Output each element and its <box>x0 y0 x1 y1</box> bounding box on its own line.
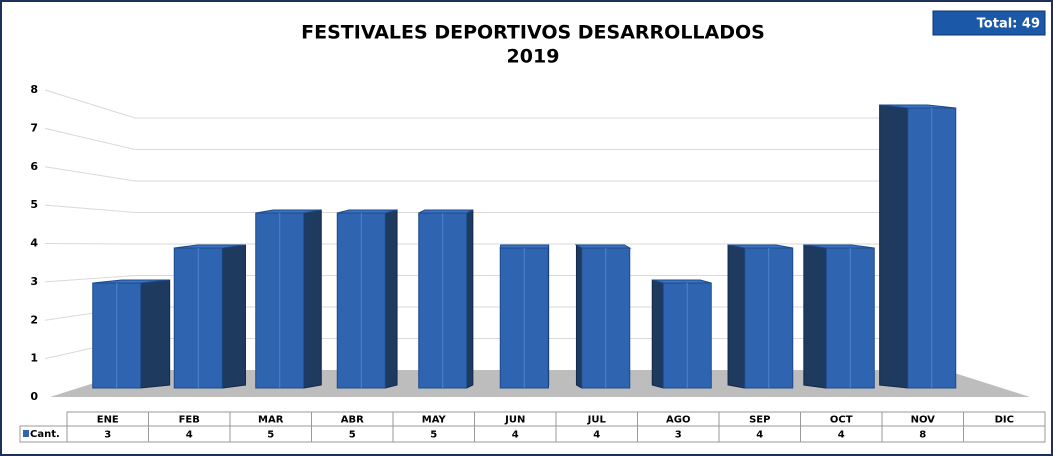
bar <box>803 244 875 389</box>
legend-swatch <box>23 430 29 437</box>
table-value: 8 <box>919 430 926 441</box>
bar <box>92 279 171 389</box>
grid-line <box>44 166 945 182</box>
y-tick-label: 1 <box>30 352 38 365</box>
bar <box>499 244 550 389</box>
x-tick-label: DIC <box>995 415 1014 426</box>
bar-side <box>221 244 246 389</box>
y-tick-label: 5 <box>30 198 38 211</box>
y-tick-label: 7 <box>30 121 38 134</box>
x-tick-label: FEB <box>179 415 200 426</box>
bar <box>879 104 957 389</box>
x-tick-label: JUL <box>587 415 607 426</box>
bar-side <box>727 244 746 389</box>
y-tick-label: 8 <box>30 83 38 96</box>
bar-side <box>384 209 398 389</box>
bar-side <box>651 279 664 389</box>
table-value: 4 <box>593 430 600 441</box>
x-tick-label: NOV <box>911 415 936 426</box>
bar-side <box>803 244 827 389</box>
x-tick-label: JUN <box>504 415 525 426</box>
total-badge <box>932 10 1046 36</box>
chart-title: FESTIVALES DEPORTIVOS DESARROLLADOS <box>301 22 765 44</box>
bar-side <box>303 209 322 389</box>
y-tick-label: 2 <box>30 313 38 326</box>
y-tick-label: 4 <box>30 237 38 250</box>
legend-label: Cant. <box>30 429 60 440</box>
table-value: 4 <box>838 430 845 441</box>
grid-line <box>44 204 945 213</box>
grid-line <box>44 243 945 245</box>
bar-side <box>575 244 583 389</box>
x-tick-label: MAY <box>422 415 447 426</box>
bar <box>574 244 632 389</box>
table-value: 3 <box>675 430 682 441</box>
x-tick-label: ABR <box>341 415 364 426</box>
bar <box>418 209 474 389</box>
table-value: 4 <box>512 430 519 441</box>
bar-side <box>879 104 909 389</box>
table-value: 4 <box>756 430 763 441</box>
y-tick-label: 6 <box>30 160 38 173</box>
table-value: 5 <box>349 430 356 441</box>
grid-line <box>44 89 945 119</box>
bar-side <box>466 209 474 389</box>
x-tick-label: AGO <box>666 415 690 426</box>
x-tick-label: MAR <box>258 415 284 426</box>
x-tick-label: OCT <box>830 415 853 426</box>
table-value: 3 <box>104 430 111 441</box>
bar <box>727 244 794 389</box>
table-value: 5 <box>430 430 437 441</box>
total-label: Total: 49 <box>977 17 1040 32</box>
table-value: 5 <box>267 430 274 441</box>
grid-line <box>44 127 945 150</box>
bar <box>336 209 398 389</box>
bar <box>255 209 322 389</box>
y-tick-label: 0 <box>30 390 38 403</box>
chart-subtitle: 2019 <box>507 46 560 68</box>
grid-line <box>44 275 945 283</box>
bar-side <box>140 279 171 389</box>
bar <box>651 279 712 389</box>
bar <box>173 244 246 389</box>
x-tick-label: SEP <box>749 415 770 426</box>
table-value: 4 <box>186 430 193 441</box>
y-tick-label: 3 <box>30 275 38 288</box>
x-tick-label: ENE <box>97 415 119 426</box>
table-data-row <box>19 425 1046 443</box>
